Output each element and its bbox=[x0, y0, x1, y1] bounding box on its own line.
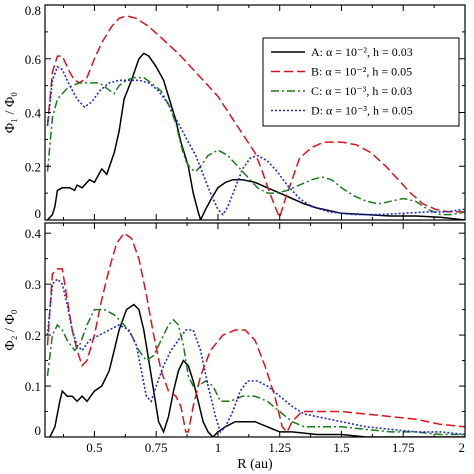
legend-entry: B: α = 10⁻², h = 0.05 bbox=[311, 65, 412, 79]
y-tick-label: 0.4 bbox=[25, 226, 42, 241]
x-tick-label: 2 bbox=[459, 440, 466, 455]
y-tick-label: 0.4 bbox=[25, 106, 42, 121]
x-axis-label: R (au) bbox=[237, 457, 273, 472]
y-tick-label: 0.1 bbox=[25, 379, 41, 394]
y-tick-label: 0.3 bbox=[25, 277, 41, 292]
x-tick-label: 1.25 bbox=[268, 440, 291, 455]
legend: A: α = 10⁻², h = 0.03 B: α = 10⁻², h = 0.… bbox=[262, 37, 460, 127]
legend-entry: C: α = 10⁻³, h = 0.03 bbox=[311, 84, 412, 98]
legend-entry: A: α = 10⁻², h = 0.03 bbox=[311, 45, 413, 59]
series-line-top-d bbox=[46, 65, 465, 216]
x-tick-label: 1.5 bbox=[333, 440, 349, 455]
y-tick-label: 0 bbox=[35, 206, 42, 221]
y-tick-label: 0.2 bbox=[25, 159, 41, 174]
top-panel: 0 0.2 0.4 0.6 0.8 Φ₁ / Φ₀ bbox=[3, 3, 466, 221]
series-line-bottom-b bbox=[46, 232, 465, 434]
x-tick-label: 1.75 bbox=[392, 440, 415, 455]
x-tick-label: 1 bbox=[215, 440, 222, 455]
y-tick-label: 0.2 bbox=[25, 328, 41, 343]
series-line-top-b bbox=[46, 15, 465, 220]
series-line-bottom-c bbox=[46, 308, 465, 436]
x-tick-label: 0.5 bbox=[86, 440, 102, 455]
y-axis-label-top: Φ₁ / Φ₀ bbox=[3, 92, 18, 133]
x-tick-label: 0.75 bbox=[145, 440, 168, 455]
plot-frame-bottom bbox=[44, 222, 466, 438]
bottom-panel: 0.5 0.75 1 1.25 1.5 1.75 2 0 0.1 0.2 0.3 0.4 Φ₂ / Φ₀… bbox=[3, 222, 466, 472]
series-line-bottom-d bbox=[46, 277, 465, 436]
y-axis-label-bottom: Φ₂ / Φ₀ bbox=[3, 309, 18, 350]
series-line-top-a bbox=[46, 52, 465, 220]
y-tick-label: 0 bbox=[35, 423, 42, 438]
legend-entry: D: α = 10⁻³, h = 0.05 bbox=[311, 104, 413, 118]
series-line-bottom-a bbox=[49, 303, 465, 437]
series-line-top-c bbox=[46, 76, 465, 216]
y-tick-label: 0.6 bbox=[25, 52, 42, 67]
y-tick-label: 0.8 bbox=[25, 3, 41, 18]
